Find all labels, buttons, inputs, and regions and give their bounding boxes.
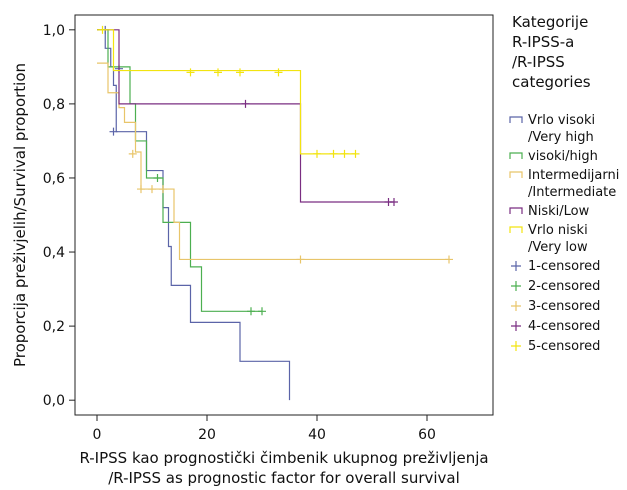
survival-line [97, 29, 291, 401]
censored-mark [258, 307, 266, 316]
y-tick-label: 0,8 [43, 97, 65, 113]
y-axis-title: Proporcija preživjelih/Survival proporti… [11, 63, 29, 367]
legend-title: categories [512, 73, 591, 91]
legend-item: Vrlo niski/Very low [509, 223, 588, 255]
legend-censored-label: 5-censored [528, 339, 600, 354]
legend-censored-marker [511, 341, 521, 351]
legend-label: visoki/high [528, 149, 598, 164]
legend-swatch [509, 152, 523, 159]
legend: Kategorije R-IPSS-a/R-IPSS categories Vrlo … [509, 13, 619, 354]
x-axis-title: R-IPSS kao prognostički čimbenik ukupnog… [79, 449, 488, 487]
y-tick-label: 0,0 [43, 393, 65, 409]
legend-censored-item: 1-censored [511, 259, 600, 274]
plot-frame [74, 14, 494, 416]
legend-censored-marker [511, 281, 521, 291]
legend-censored-label: 2-censored [528, 279, 600, 294]
censored-mark [296, 255, 305, 264]
x-tick-label: 60 [418, 427, 436, 443]
legend-censored-item: 5-censored [511, 339, 600, 354]
y-tick-label: 0,6 [43, 171, 65, 187]
censored-mark [214, 68, 222, 77]
x-tick-label: 40 [308, 427, 326, 443]
series-group [97, 25, 291, 401]
x-axis-label: R-IPSS kao prognostički čimbenik ukupnog… [79, 449, 488, 467]
censored-mark [109, 127, 118, 136]
legend-label: Vrlo niski [528, 223, 588, 238]
legend-censored-marker [511, 261, 521, 271]
legend-label: /Very low [528, 240, 588, 255]
legend-swatch [509, 226, 523, 233]
censored-mark [159, 185, 167, 194]
legend-item: Intermedijarni/Intermediate [509, 168, 619, 200]
survival-line [97, 62, 449, 261]
legend-label: /Intermediate [528, 185, 616, 200]
censored-mark [236, 68, 244, 77]
legend-censored-item: 4-censored [511, 319, 600, 334]
legend-swatch [509, 171, 523, 178]
legend-censored-label: 4-censored [528, 319, 600, 334]
legend-title: /R-IPSS [512, 53, 565, 71]
legend-label: Intermedijarni [528, 168, 619, 183]
legend-censored-marker [511, 321, 521, 331]
censored-mark [274, 68, 283, 77]
legend-label: Niski/Low [528, 204, 590, 219]
censored-mark [351, 149, 360, 158]
survival-line [97, 29, 394, 203]
legend-swatch [509, 207, 523, 214]
censored-mark [137, 185, 145, 194]
x-tick-label: 0 [93, 427, 102, 443]
plot-area: 0,0 0,2 0,4 0,6 0,8 1,0 0 20 40 60 [43, 14, 494, 443]
legend-swatch [509, 116, 523, 123]
y-tick-label: 0,2 [43, 319, 65, 335]
censored-mark [148, 185, 156, 194]
censored-mark [329, 149, 338, 158]
series-group [97, 62, 453, 264]
x-tick-label: 20 [198, 427, 216, 443]
legend-title: Kategorije [512, 13, 588, 31]
x-axis-label: /R-IPSS as prognostic factor for overall… [108, 469, 460, 487]
censored-mark [128, 149, 137, 158]
legend-censored-label: 3-censored [528, 299, 600, 314]
series-group [97, 25, 360, 158]
censored-mark [186, 68, 195, 77]
legend-title: R-IPSS-a [512, 33, 574, 51]
censored-mark [313, 149, 321, 158]
y-tick-label: 0,4 [43, 245, 65, 261]
survival-line [97, 29, 356, 155]
censored-mark [340, 149, 349, 158]
legend-censored-item: 2-censored [511, 279, 600, 294]
censored-mark [153, 173, 162, 182]
censored-mark [445, 255, 453, 264]
legend-censored-item: 3-censored [511, 299, 600, 314]
legend-item: visoki/high [509, 149, 598, 164]
legend-label: Vrlo visoki [528, 113, 595, 128]
censored-mark [98, 25, 107, 34]
series-group [97, 29, 398, 207]
legend-censored-marker [511, 301, 521, 311]
y-axis-label: Proporcija preživjelih/Survival proporti… [11, 63, 29, 367]
censored-mark [247, 307, 255, 316]
censored-mark [241, 99, 250, 108]
legend-item: Vrlo visoki/Very high [509, 113, 595, 145]
y-tick-label: 1,0 [43, 23, 65, 39]
legend-label: /Very high [528, 130, 594, 145]
legend-censored-label: 1-censored [528, 259, 600, 274]
legend-item: Niski/Low [509, 204, 590, 219]
censored-mark [390, 198, 398, 207]
